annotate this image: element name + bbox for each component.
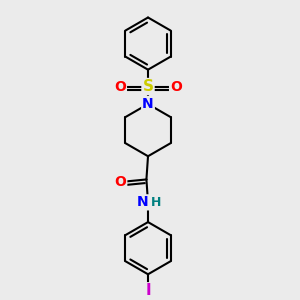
Text: N: N — [142, 97, 154, 111]
Text: H: H — [151, 196, 161, 209]
Text: O: O — [114, 80, 126, 94]
Text: N: N — [137, 195, 149, 209]
Text: S: S — [142, 79, 154, 94]
Text: O: O — [114, 175, 126, 189]
Text: O: O — [170, 80, 182, 94]
Text: I: I — [145, 283, 151, 298]
